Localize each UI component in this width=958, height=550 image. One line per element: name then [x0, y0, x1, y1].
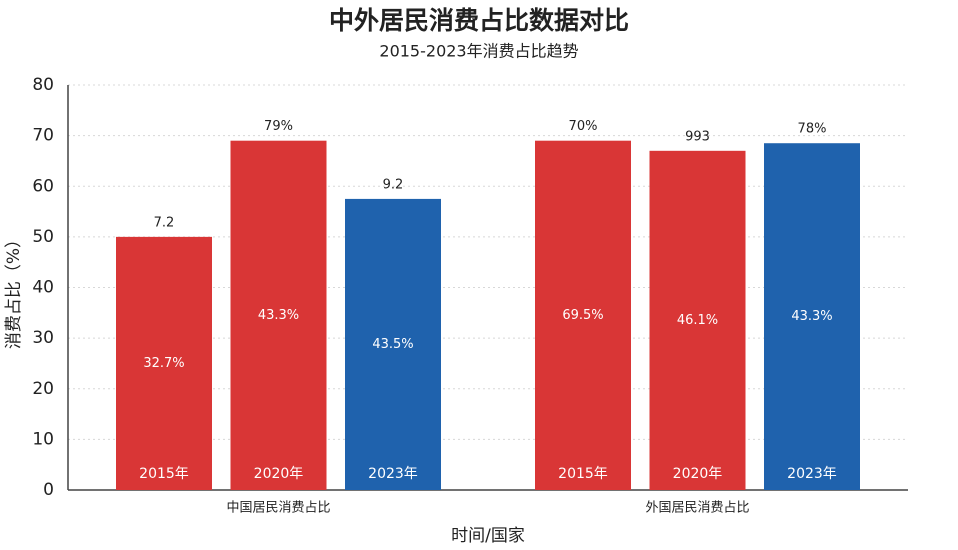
- bar-top-label: 993: [685, 129, 710, 144]
- y-tick-label: 20: [32, 379, 54, 399]
- x-axis-label: 时间/国家: [451, 526, 525, 546]
- bar-top-label: 79%: [264, 119, 293, 134]
- bar-inner-label: 69.5%: [562, 308, 603, 323]
- bar: [345, 198, 441, 490]
- group-label: 外国居民消费占比: [645, 501, 749, 516]
- chart-subtitle: 2015-2023年消费占比趋势: [379, 42, 578, 61]
- bar-category-label: 2020年: [673, 466, 723, 482]
- bar-top-label: 7.2: [154, 215, 175, 230]
- bar-category-label: 2015年: [558, 466, 608, 482]
- y-axis-label: 消费占比（%）: [4, 231, 24, 349]
- bar: [764, 143, 860, 490]
- bar-top-label: 9.2: [383, 177, 404, 192]
- y-tick-label: 30: [32, 328, 54, 348]
- bar-category-label: 2020年: [254, 466, 304, 482]
- y-tick-label: 60: [32, 176, 54, 196]
- y-tick-label: 10: [32, 429, 54, 449]
- chart-title: 中外居民消费占比数据对比: [329, 6, 629, 35]
- bar-inner-label: 43.5%: [372, 337, 413, 352]
- y-tick-label: 70: [32, 126, 54, 146]
- bar-inner-label: 46.1%: [677, 313, 718, 328]
- bar: [649, 150, 746, 490]
- bar: [230, 140, 327, 490]
- bar: [535, 140, 631, 490]
- bar-inner-label: 32.7%: [143, 356, 184, 371]
- bar-inner-label: 43.3%: [258, 308, 299, 323]
- y-tick-label: 40: [32, 278, 54, 298]
- bar-top-label: 78%: [798, 122, 827, 137]
- bar: [116, 236, 212, 490]
- bar-category-label: 2023年: [787, 466, 837, 482]
- group-label: 中国居民消费占比: [226, 501, 330, 516]
- bar-top-label: 70%: [569, 119, 598, 134]
- bar-category-label: 2023年: [368, 466, 418, 482]
- y-tick-label: 80: [32, 75, 54, 95]
- y-tick-label: 50: [32, 227, 54, 247]
- bar-inner-label: 43.3%: [791, 309, 832, 324]
- bar-category-label: 2015年: [139, 466, 189, 482]
- y-tick-label: 0: [43, 480, 54, 500]
